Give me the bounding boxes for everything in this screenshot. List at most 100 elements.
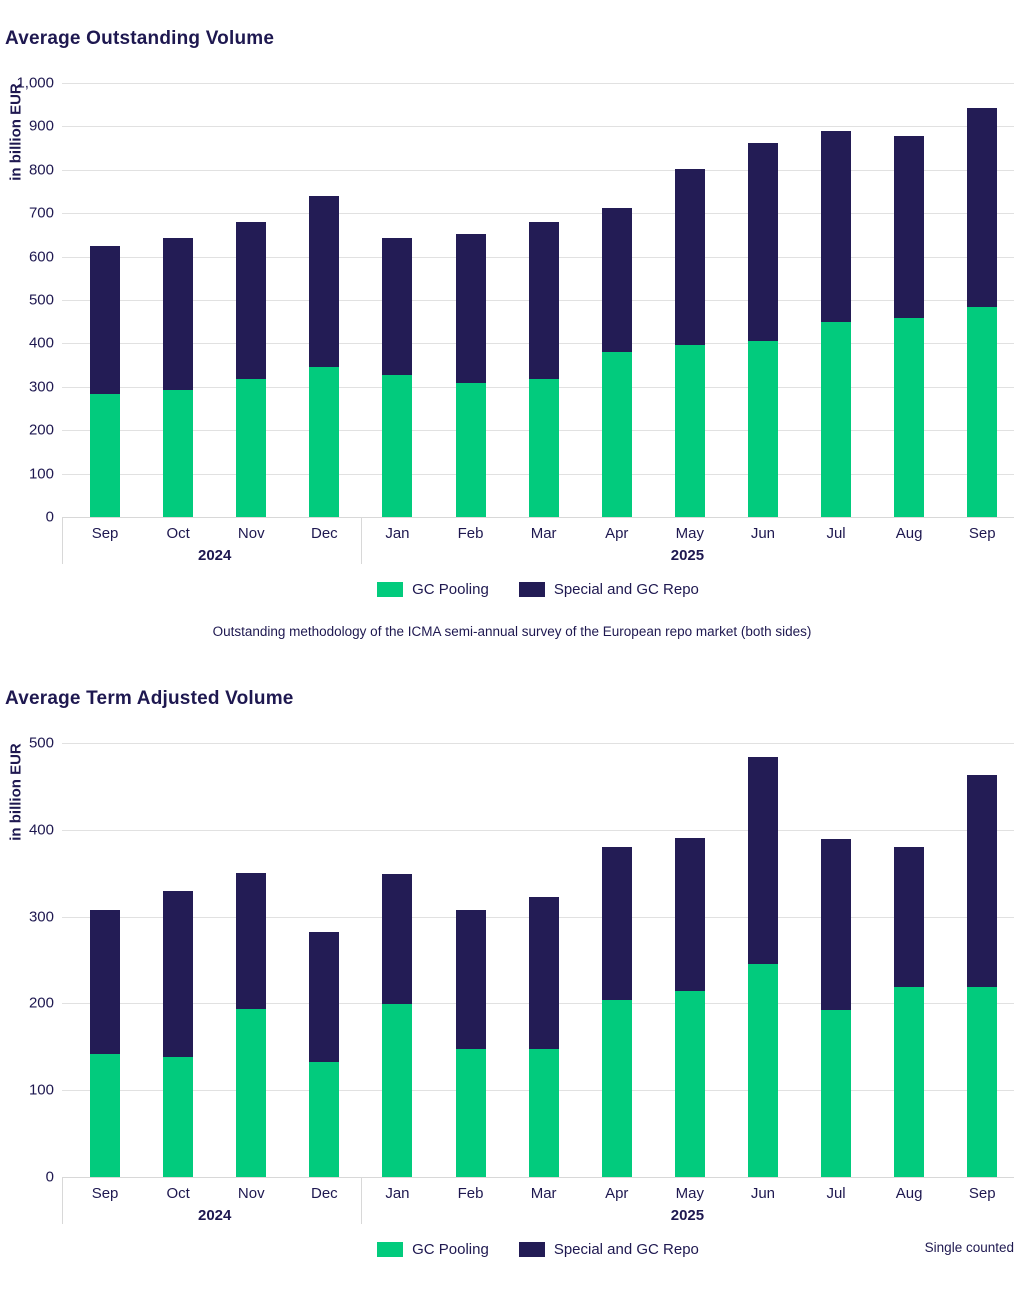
bar-segment-apr-special-and-gc-repo (601, 847, 632, 1000)
bar-segment-apr-gc-pooling (601, 352, 632, 517)
bar-segment-jul-special-and-gc-repo (821, 131, 852, 323)
x-axis: Sep Oct Nov Dec Jan Feb Mar Apr May Jun Jul Aug Sep 2… (62, 517, 1014, 564)
y-tick-label: 100 (28, 1081, 54, 1099)
x-tick-label: Aug (895, 525, 923, 542)
gridline (62, 126, 1014, 128)
y-tick-label: 300 (28, 908, 54, 926)
x-tick-label: Feb (457, 525, 484, 542)
bar-segment-oct-special-and-gc-repo (163, 237, 194, 391)
x-tick-label: Jan (385, 1185, 410, 1202)
bar-segment-jan-gc-pooling (382, 1004, 413, 1177)
y-tick-label: 0 (45, 508, 54, 526)
bar-segment-mar-gc-pooling (528, 379, 559, 517)
x-tick-label: Jul (826, 525, 846, 542)
bar-segment-jan-special-and-gc-repo (382, 874, 413, 1005)
bar-segment-mar-special-and-gc-repo (528, 222, 559, 380)
bar-segment-dec-special-and-gc-repo (309, 195, 340, 368)
bar-segment-sep-gc-pooling (967, 306, 998, 517)
bar-segment-sep-special-and-gc-repo (967, 775, 998, 987)
x-tick-label: Nov (237, 525, 265, 542)
x-tick-label: May (675, 1185, 705, 1202)
x-tick-label: Oct (166, 1185, 190, 1202)
legend-swatch (518, 581, 545, 597)
bar-segment-may-gc-pooling (674, 991, 705, 1177)
y-tick-label: 200 (28, 421, 54, 439)
x-tick-label: Jun (750, 1185, 776, 1202)
x-tick-label: Oct (166, 525, 190, 542)
x-tick-label: Jul (826, 1185, 846, 1202)
y-tick-label: 600 (28, 248, 54, 266)
bar-segment-jul-gc-pooling (821, 322, 852, 517)
gridline (62, 743, 1014, 744)
legend-swatch (518, 1241, 545, 1257)
chart-title: Average Outstanding Volume (5, 28, 275, 49)
legend-label: Special and GC Repo (553, 1240, 699, 1258)
bar-segment-sep-special-and-gc-repo (90, 909, 121, 1054)
bar-segment-oct-gc-pooling (163, 1057, 194, 1177)
bar-segment-dec-special-and-gc-repo (309, 932, 340, 1063)
x-tick-label: Sep (968, 1185, 996, 1202)
x-tick-label: Jan (385, 525, 410, 542)
x-tick-label: Dec (311, 525, 338, 542)
x-tick-label: Jun (750, 525, 776, 542)
bar-segment-oct-special-and-gc-repo (163, 891, 194, 1058)
axis-group-divider (360, 1178, 362, 1224)
bar-segment-aug-special-and-gc-repo (894, 847, 925, 987)
y-tick-label: 0 (45, 1168, 54, 1186)
x-tick-label: Sep (91, 525, 119, 542)
y-tick-label: 300 (28, 378, 54, 396)
bar-segment-jul-special-and-gc-repo (821, 839, 852, 1011)
y-tick-label: 500 (28, 734, 54, 752)
legend: GC Pooling Special and GC Repo (62, 578, 1014, 600)
y-tick-label: 900 (28, 117, 54, 135)
x-tick-label: Dec (311, 1185, 338, 1202)
legend: GC Pooling Special and GC Repo (62, 1238, 1014, 1260)
bar-segment-sep-gc-pooling (967, 986, 998, 1177)
bar-segment-aug-gc-pooling (894, 318, 925, 517)
year-label-2025: 2025 (670, 1207, 705, 1224)
year-label-2025: 2025 (670, 547, 705, 564)
legend-item: GC Pooling (377, 1241, 489, 1258)
legend-label: Special and GC Repo (553, 580, 699, 598)
bar-segment-aug-special-and-gc-repo (894, 135, 925, 319)
year-label-2024: 2024 (198, 1207, 232, 1224)
bar-segment-jun-special-and-gc-repo (747, 142, 778, 342)
legend-item: Special and GC Repo (518, 580, 699, 598)
bar-segment-nov-gc-pooling (236, 379, 267, 517)
bar-segment-feb-gc-pooling (455, 383, 486, 517)
year-label-2024: 2024 (198, 547, 232, 564)
legend-swatch (377, 1241, 404, 1257)
bar-segment-jan-special-and-gc-repo (382, 238, 413, 375)
bar-segment-jun-special-and-gc-repo (747, 756, 778, 965)
x-tick-label: Feb (457, 1185, 484, 1202)
y-tick-label: 1,000 (16, 74, 54, 92)
gridline (62, 829, 1014, 831)
bar-segment-sep-special-and-gc-repo (90, 245, 121, 395)
gridline (62, 83, 1014, 84)
x-tick-label: Aug (895, 1185, 923, 1202)
gridline (62, 169, 1014, 171)
y-tick-label: 400 (28, 334, 54, 352)
y-tick-label: 400 (28, 821, 54, 839)
chart-average-outstanding-volume: Average Outstanding Volume in billion EU… (5, 28, 1014, 639)
chart-title: Average Term Adjusted Volume (5, 688, 294, 709)
plot-area: 0 100 200 300 400 500 (29, 736, 1014, 1185)
bar-segment-jan-gc-pooling (382, 374, 413, 517)
bar-segment-dec-gc-pooling (309, 367, 340, 517)
bar-segment-may-special-and-gc-repo (674, 169, 705, 346)
bar-segment-mar-special-and-gc-repo (528, 896, 559, 1050)
y-tick-label: 100 (28, 465, 54, 483)
x-tick-label: Apr (605, 525, 629, 542)
bar-segment-jul-gc-pooling (821, 1010, 852, 1177)
bar-segment-nov-special-and-gc-repo (236, 222, 267, 379)
axis-group-divider (62, 1178, 63, 1224)
bar-segment-feb-gc-pooling (455, 1049, 486, 1177)
single-counted-note: Single counted (924, 1240, 1014, 1255)
chart-footnote: Outstanding methodology of the ICMA semi… (212, 624, 812, 639)
bar-segment-dec-gc-pooling (309, 1062, 340, 1177)
bar-segment-nov-special-and-gc-repo (236, 873, 267, 1009)
x-tick-label: May (675, 525, 705, 542)
bar-segment-sep-gc-pooling (90, 1053, 121, 1177)
bar-segment-sep-gc-pooling (90, 394, 121, 517)
axis-group-divider (62, 518, 63, 564)
